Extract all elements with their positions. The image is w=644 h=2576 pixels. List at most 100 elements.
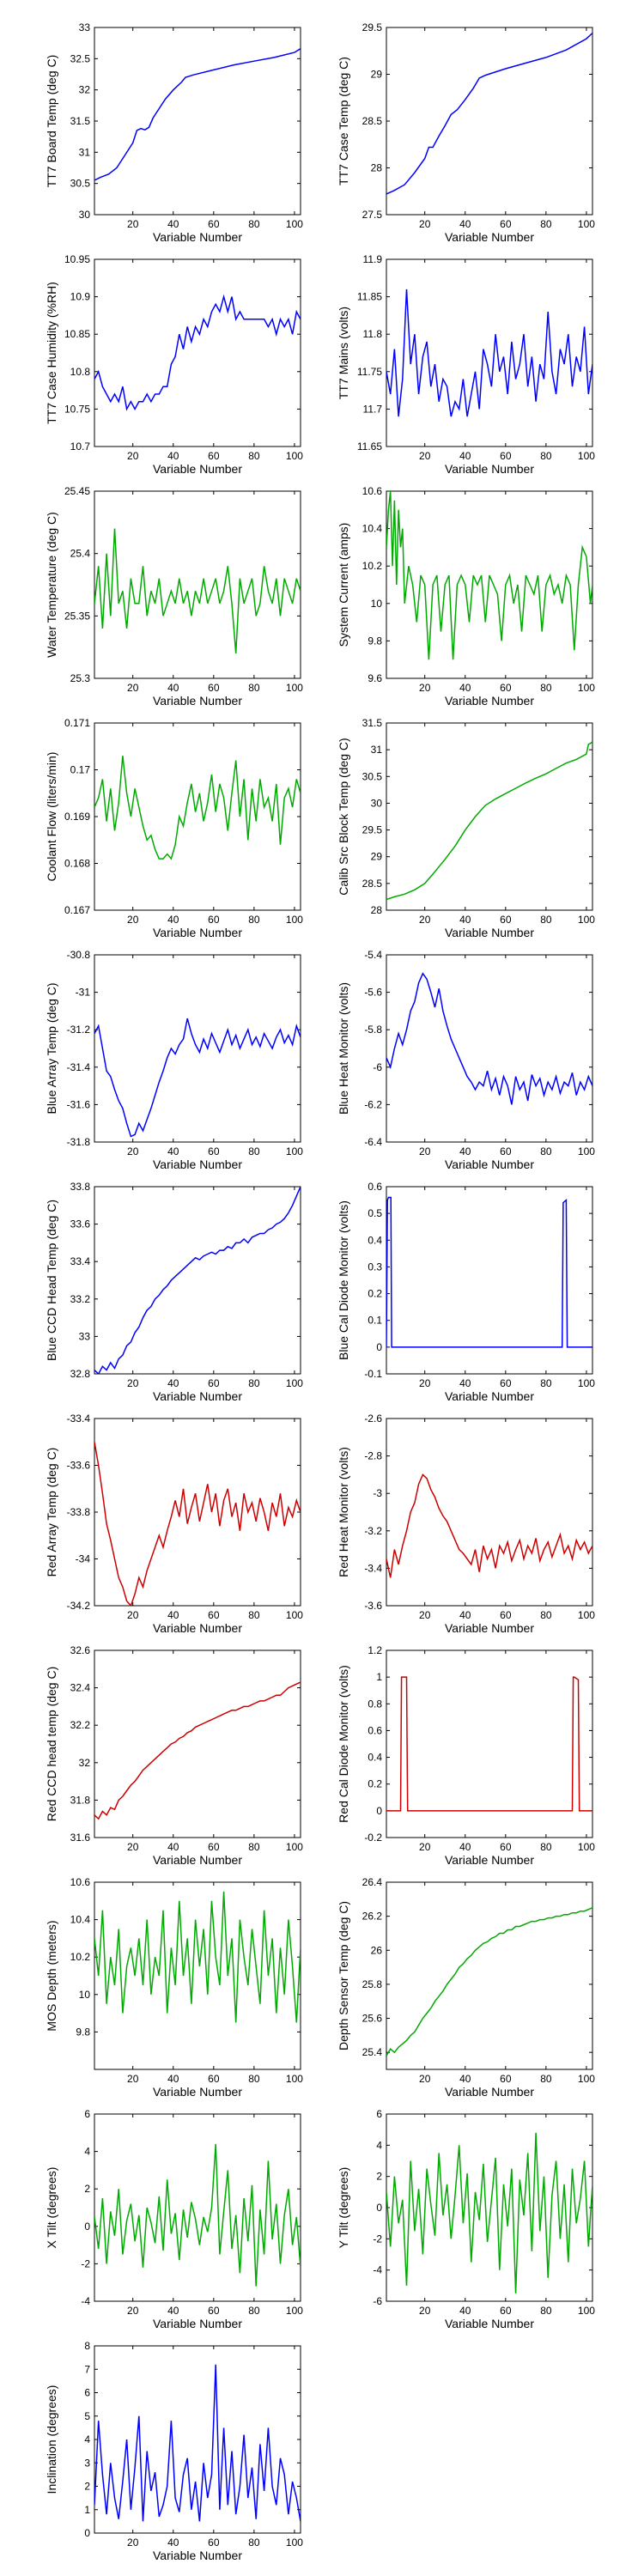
x-axis-label: Variable Number xyxy=(445,1853,534,1867)
y-tick-label: -3.6 xyxy=(364,1600,382,1612)
y-tick-label: -5.6 xyxy=(364,987,382,999)
x-tick-label: 20 xyxy=(127,682,139,694)
y-tick-label: -3.2 xyxy=(364,1525,382,1537)
x-tick-label: 60 xyxy=(500,1609,512,1621)
x-tick-label: 20 xyxy=(127,1841,139,1853)
x-tick-label: 100 xyxy=(578,450,595,462)
y-tick-label: 0.171 xyxy=(64,717,90,729)
plot-frame xyxy=(94,1418,301,1607)
y-tick-label: 33 xyxy=(79,1330,91,1342)
y-tick-label: 2 xyxy=(84,2183,90,2195)
x-tick-label: 80 xyxy=(540,682,552,694)
series-line xyxy=(94,1018,301,1138)
y-axis-label: Blue Heat Monitor (volts) xyxy=(337,982,350,1115)
x-tick-label: 20 xyxy=(127,1377,139,1389)
y-tick-label: -5.4 xyxy=(364,949,382,961)
series-line xyxy=(386,2132,592,2293)
y-tick-label: 0.17 xyxy=(70,764,91,776)
y-tick-label: -4 xyxy=(373,2264,382,2276)
x-axis-label: Variable Number xyxy=(445,926,534,939)
y-tick-label: 11.75 xyxy=(357,366,382,378)
y-tick-label: 10.2 xyxy=(70,1951,91,1963)
y-tick-label: -2 xyxy=(81,2257,90,2269)
x-tick-label: 100 xyxy=(286,2305,303,2317)
y-tick-label: -3 xyxy=(373,1487,382,1499)
y-tick-label: 6 xyxy=(84,2387,90,2399)
y-axis-label: Coolant Flow (liters/min) xyxy=(45,752,58,882)
x-tick-label: 100 xyxy=(578,2073,595,2085)
y-axis-label: System Current (amps) xyxy=(337,523,350,647)
plot-frame xyxy=(94,722,301,911)
x-tick-label: 80 xyxy=(248,2305,260,2317)
y-tick-label: 1 xyxy=(84,2504,90,2516)
chart-panel: 20 40 60 80 100 0.167 0.168 0.169 0.17 0.171 Varia… xyxy=(45,717,303,939)
x-tick-label: 60 xyxy=(500,914,512,926)
y-tick-label: 25.35 xyxy=(64,610,90,622)
y-tick-label: 0.2 xyxy=(368,1288,382,1300)
y-tick-label: 33 xyxy=(79,21,91,33)
y-tick-label: 26 xyxy=(371,1944,383,1956)
x-tick-label: 40 xyxy=(167,2305,179,2317)
y-tick-label: 0.5 xyxy=(368,1207,382,1219)
x-axis-label: Variable Number xyxy=(153,1157,242,1171)
y-axis-label: Calib Src Block Temp (deg C) xyxy=(337,738,350,895)
x-tick-label: 80 xyxy=(248,218,260,230)
y-tick-label: 0.2 xyxy=(368,1778,382,1790)
y-axis-label: TT7 Case Temp (deg C) xyxy=(337,57,350,185)
y-tick-label: 10 xyxy=(371,598,383,610)
x-tick-label: 100 xyxy=(286,450,303,462)
x-tick-label: 40 xyxy=(167,1145,179,1157)
y-tick-label: 11.8 xyxy=(363,328,383,340)
y-tick-label: 32 xyxy=(79,84,91,96)
x-tick-label: 20 xyxy=(419,1145,431,1157)
x-tick-label: 20 xyxy=(127,2073,139,2085)
y-axis-label: Inclination (degrees) xyxy=(45,2385,58,2494)
chart-panel: 20 40 60 80 100 -31.8 -31.6 -31.4 -31.2 -31 -30.8 V… xyxy=(45,949,303,1171)
x-tick-label: 60 xyxy=(208,1841,220,1853)
y-axis-label: Red Cal Diode Monitor (volts) xyxy=(337,1665,350,1823)
x-tick-label: 40 xyxy=(167,2073,179,2085)
y-tick-label: 33.2 xyxy=(70,1293,91,1305)
x-tick-label: 60 xyxy=(208,1145,220,1157)
series-line xyxy=(94,756,301,860)
x-axis-label: Variable Number xyxy=(445,1157,534,1171)
y-tick-label: -6.4 xyxy=(364,1136,382,1148)
x-axis-label: Variable Number xyxy=(445,1389,534,1403)
y-tick-label: 10.6 xyxy=(70,1876,91,1888)
chart-panel: 20 40 60 80 100 -0.2 0 0.2 0.4 0.6 0.8 1 1.2 Variable… xyxy=(337,1644,595,1867)
y-tick-label: 0 xyxy=(376,1805,382,1817)
y-tick-label: -31.4 xyxy=(67,1061,91,1073)
y-tick-label: -2.8 xyxy=(364,1450,382,1462)
x-tick-label: 40 xyxy=(459,218,471,230)
x-tick-label: 20 xyxy=(127,2305,139,2317)
y-tick-label: 6 xyxy=(376,2108,382,2120)
x-tick-label: 20 xyxy=(419,1841,431,1853)
y-tick-label: 0.4 xyxy=(368,1234,382,1246)
x-tick-label: 80 xyxy=(248,450,260,462)
x-tick-label: 100 xyxy=(286,1841,303,1853)
x-tick-label: 20 xyxy=(419,450,431,462)
y-tick-label: 1 xyxy=(376,1671,382,1683)
plot-frame xyxy=(94,27,301,216)
plot-frame xyxy=(386,27,593,216)
y-tick-label: 31.5 xyxy=(70,115,91,127)
y-axis-label: Blue CCD Head Temp (deg C) xyxy=(45,1200,58,1361)
x-tick-label: 80 xyxy=(248,682,260,694)
x-tick-label: 60 xyxy=(208,2537,220,2549)
y-tick-label: 33.4 xyxy=(70,1255,91,1267)
series-line xyxy=(386,972,592,1105)
chart-panel: 20 40 60 80 100 -6 -4 -2 0 2 4 6 Variable Number Y Ti… xyxy=(337,2108,595,2330)
y-tick-label: 11.85 xyxy=(357,291,382,303)
y-tick-label: -30.8 xyxy=(67,949,91,961)
x-tick-label: 100 xyxy=(286,2537,303,2549)
series-line xyxy=(386,1196,592,1348)
x-tick-label: 20 xyxy=(419,1609,431,1621)
y-tick-label: 2 xyxy=(84,2481,90,2493)
y-tick-label: 11.7 xyxy=(363,403,383,415)
x-tick-label: 40 xyxy=(167,914,179,926)
x-tick-label: 40 xyxy=(167,2537,179,2549)
plot-frame xyxy=(94,1649,301,1838)
y-tick-label: 10.2 xyxy=(362,560,383,572)
chart-panel: 20 40 60 80 100 27.5 28 28.5 29 29.5 Variable Numb… xyxy=(337,21,595,244)
y-tick-label: 33.6 xyxy=(70,1218,91,1230)
